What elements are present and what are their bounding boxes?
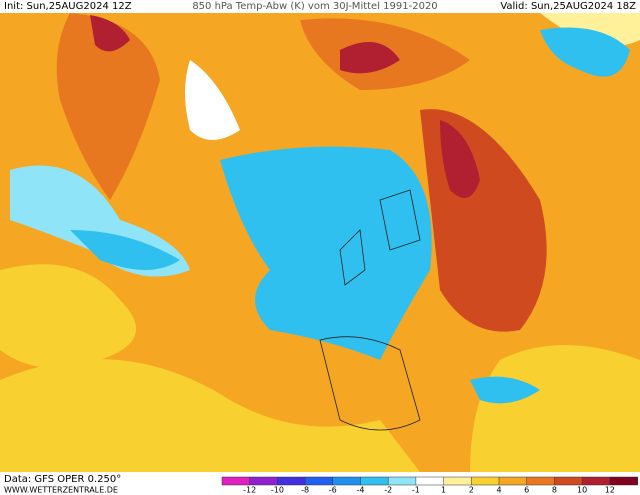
- legend-tick-label: 6: [524, 486, 529, 495]
- legend-tick-label: -10: [271, 486, 284, 495]
- data-source: Data: GFS OPER 0.250°: [4, 474, 121, 485]
- cold-area: [220, 146, 432, 360]
- red-area: [90, 15, 130, 52]
- legend-swatch: [609, 477, 638, 485]
- coastline: [319, 336, 421, 431]
- legend-tick-label: 1: [441, 486, 446, 495]
- legend-tick-label: -2: [384, 486, 392, 495]
- cold-area: [70, 230, 180, 270]
- red-area: [440, 120, 480, 198]
- legend-tick-label: 4: [496, 486, 501, 495]
- legend-swatch: [554, 477, 583, 485]
- valid-text: Valid: Sun,25AUG2024 18Z: [500, 1, 636, 12]
- legend-tick-label: 8: [552, 486, 557, 495]
- legend-tick-label: -1: [412, 486, 420, 495]
- neutral-area: [185, 60, 240, 140]
- legend-tick-label: -8: [301, 486, 309, 495]
- coastline: [339, 189, 421, 286]
- legend-swatch: [360, 477, 389, 485]
- legend-swatch: [526, 477, 555, 485]
- legend-tick-label: 12: [605, 486, 615, 495]
- cold-area: [470, 376, 540, 404]
- legend-swatch: [332, 477, 361, 485]
- color-legend: -12 -10 -8 -6 -4 -2 -1 1 2 4 6 8 10 12: [221, 476, 638, 495]
- legend-swatch: [305, 477, 334, 485]
- legend-swatch: [499, 477, 528, 485]
- yellow-area: [0, 264, 136, 368]
- legend-tick-label: -4: [357, 486, 365, 495]
- legend-swatch: [443, 477, 472, 485]
- map-title: 850 hPa Temp-Abw (K) vom 30J-Mittel 1991…: [192, 1, 437, 12]
- orange-area: [56, 13, 160, 200]
- legend-tick-label: -12: [243, 486, 256, 495]
- yellow-area: [0, 359, 420, 472]
- legend-swatch: [415, 477, 445, 485]
- cold-area: [540, 27, 630, 77]
- site-credit: WWW.WETTERZENTRALE.DE: [4, 486, 118, 495]
- red-area: [340, 42, 400, 74]
- legend-swatch: [277, 477, 306, 485]
- legend-swatch: [388, 477, 417, 485]
- legend-swatch: [582, 477, 611, 485]
- yellow-area: [470, 345, 640, 472]
- legend-swatch: [222, 477, 251, 485]
- legend-swatch: [471, 477, 500, 485]
- legend-swatch: [249, 477, 278, 485]
- legend-tick-label: -6: [329, 486, 337, 495]
- init-text: Init: Sun,25AUG2024 12Z: [4, 1, 132, 12]
- legend-tick-label: 10: [577, 486, 587, 495]
- legend-frame: [221, 476, 638, 486]
- map-area: [0, 13, 640, 472]
- legend-tick-label: 2: [469, 486, 474, 495]
